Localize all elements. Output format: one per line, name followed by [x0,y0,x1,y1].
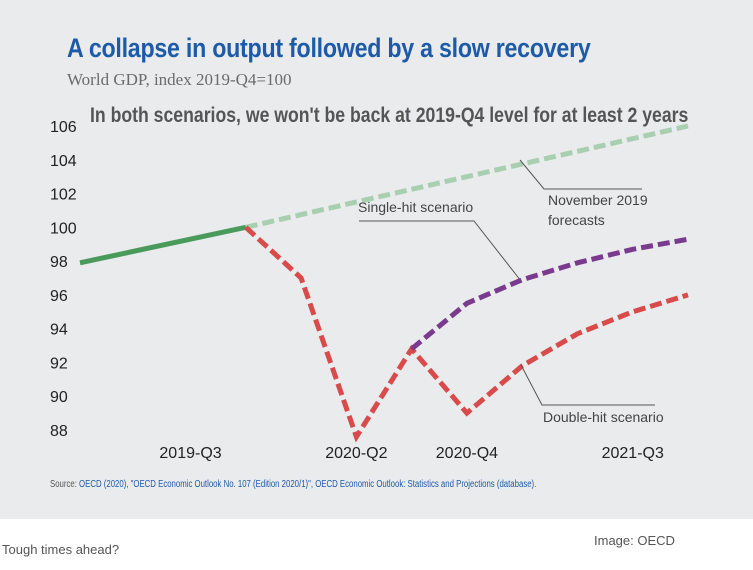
image-credit: Image: OECD [594,533,675,548]
chart-card [0,0,753,519]
series-line-history [79,224,247,266]
annotation-leader-line [519,159,642,190]
y-tick-label: 102 [50,187,77,204]
y-tick-label: 90 [50,389,68,406]
source-link[interactable]: OECD (2020), "OECD Economic Outlook No. … [79,479,535,490]
x-tick-label: 2020-Q4 [436,445,498,462]
annotation-leader-line [520,364,655,406]
y-tick-label: 98 [50,254,68,271]
series-line-double-hit-scenario [244,225,689,443]
y-tick-label: 96 [50,288,68,305]
annotation-single-hit: Single-hit scenario [358,199,473,215]
chart-note: In both scenarios, we won't be back at 2… [90,104,689,127]
y-tick-label: 106 [50,119,77,136]
x-tick-label: 2020-Q2 [325,445,387,462]
annotation-november-forecasts-line2: forecasts [548,212,605,228]
chart-title: A collapse in output followed by a slow … [67,33,591,63]
annotation-leader-line [359,220,522,282]
annotation-double-hit: Double-hit scenario [543,409,664,425]
line-chart: 88 90 92 94 96 98 100 102 104 106 2019-Q3 2020-Q2 20… [50,119,689,462]
image-caption: Tough times ahead? [2,542,120,557]
y-tick-label: 88 [50,423,68,440]
source-note: Source: OECD (2020), "OECD Economic Outl… [50,479,536,490]
chart-subtitle: World GDP, index 2019-Q4=100 [67,70,292,89]
annotation-november-forecasts: November 2019 [548,192,648,208]
x-tick-label: 2021-Q3 [602,445,664,462]
y-tick-label: 100 [50,220,77,237]
y-tick-label: 92 [50,355,68,372]
y-tick-label: 94 [50,322,68,339]
series-line-single-hit-scenario [410,236,689,351]
source-prefix: Source: [50,479,80,490]
y-tick-label: 104 [50,153,77,170]
source-suffix: . [534,479,537,490]
x-tick-label: 2019-Q3 [159,445,221,462]
series-line-november-2019-forecasts [245,123,689,230]
